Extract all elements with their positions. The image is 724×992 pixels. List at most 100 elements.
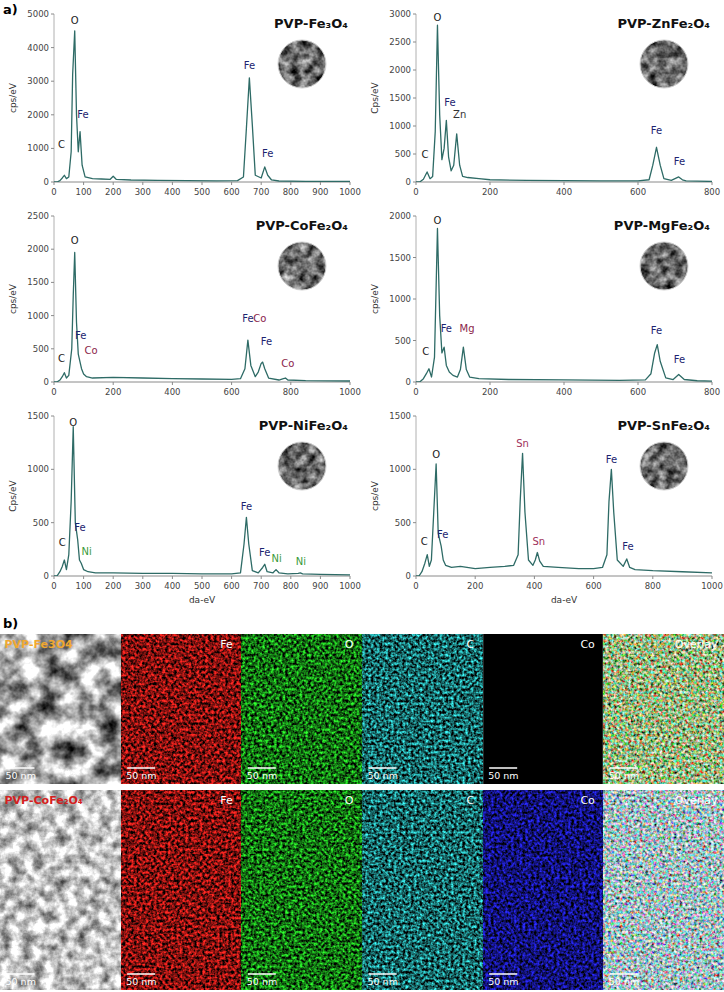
x-tick <box>231 182 232 185</box>
x-tick-label: 200 <box>482 187 498 197</box>
y-tick <box>51 81 54 82</box>
peak-label: Fe <box>622 541 633 552</box>
y-tick <box>51 522 54 523</box>
y-tick <box>51 216 54 217</box>
x-tick <box>261 182 262 185</box>
data-group <box>54 31 350 182</box>
y-tick <box>413 340 416 341</box>
map-background <box>483 634 603 784</box>
peak-label: Mg <box>460 323 475 334</box>
x-tick-label: 1000 <box>339 187 361 197</box>
peak-label: Ni <box>296 556 306 567</box>
x-tick <box>712 576 713 579</box>
x-tick <box>113 182 114 185</box>
peak-label: C <box>59 537 66 548</box>
chart-title: PVP-Fe₃O₄ <box>274 16 348 31</box>
x-tick <box>261 576 262 579</box>
peak-label: Fe <box>651 325 662 336</box>
peak-label: Fe <box>441 323 452 334</box>
x-tick-label: 600 <box>223 581 239 591</box>
x-tick <box>652 576 653 579</box>
sample-label: PVP-Fe3O4 <box>5 638 74 651</box>
overlay-layer <box>604 634 724 784</box>
element-map <box>121 790 241 990</box>
sem-inset <box>640 40 688 88</box>
haadf-image <box>1 790 121 990</box>
x-tick-label: 0 <box>413 581 418 591</box>
element-map <box>483 790 603 990</box>
y-tick-label: 1000 <box>27 464 49 474</box>
x-tick-label: 400 <box>164 581 180 591</box>
scale-bar <box>369 767 397 769</box>
x-axis-label: da-eV <box>189 595 216 605</box>
y-tick <box>413 98 416 99</box>
peak-label: Fe <box>262 148 273 159</box>
scale-bar <box>489 767 517 769</box>
x-tick-label: 400 <box>556 387 572 397</box>
scale-bar <box>248 973 276 975</box>
scale-bar <box>369 973 397 975</box>
x-tick-label: 500 <box>194 581 210 591</box>
peak-label: C <box>421 536 428 547</box>
x-tick-label: 100 <box>75 581 91 591</box>
element-map <box>363 790 483 990</box>
y-tick-label: 500 <box>395 336 411 346</box>
x-tick <box>534 576 535 579</box>
overlay-label: Overlay <box>675 794 718 807</box>
y-tick <box>51 576 54 577</box>
y-tick <box>413 216 416 217</box>
y-tick <box>51 47 54 48</box>
scale-bar-label: 50 nm <box>6 770 36 781</box>
x-tick <box>172 182 173 185</box>
peak-label: C <box>422 346 429 357</box>
sem-inset-border <box>640 442 688 490</box>
element-label: Fe <box>220 794 233 807</box>
y-tick-label: 1000 <box>389 464 411 474</box>
x-axis-label: da-eV <box>551 595 578 605</box>
y-tick <box>51 249 54 250</box>
sem-inset <box>278 242 326 290</box>
peak-label: Fe <box>241 501 252 512</box>
y-tick-label: 1000 <box>389 121 411 131</box>
element-label: O <box>345 794 354 807</box>
sem-inset-border <box>278 40 326 88</box>
y-tick-label: 2500 <box>389 37 411 47</box>
scale-bar-label: 50 nm <box>126 770 156 781</box>
y-tick <box>413 469 416 470</box>
x-tick <box>320 576 321 579</box>
sem-inset-border <box>278 442 326 490</box>
peak-label: Fe <box>261 336 272 347</box>
x-tick <box>142 576 143 579</box>
scale-bar <box>7 767 35 769</box>
peak-label: Co <box>253 313 266 324</box>
x-tick-label: 200 <box>467 581 483 591</box>
map-background <box>363 790 483 990</box>
panel-label: a) <box>3 2 18 17</box>
y-tick <box>413 576 416 577</box>
y-tick <box>413 70 416 71</box>
x-tick-label: 800 <box>704 187 720 197</box>
peak-label: O <box>71 235 79 246</box>
y-tick <box>51 14 54 15</box>
y-tick <box>413 154 416 155</box>
scale-bar-label: 50 nm <box>609 770 639 781</box>
y-tick-label: 3000 <box>27 76 49 86</box>
y-axis <box>54 216 55 382</box>
figure: a)b)010020030040050060070080090010000100… <box>0 0 724 992</box>
x-tick-label: 0 <box>51 581 56 591</box>
chart-title: PVP-MgFe₂O₄ <box>614 218 710 233</box>
scale-bar-label: 50 nm <box>488 976 518 987</box>
x-tick <box>350 576 351 579</box>
overlay-group <box>604 790 724 990</box>
y-tick-label: 2000 <box>27 244 49 254</box>
x-tick <box>564 182 565 185</box>
y-tick-label: 5000 <box>27 9 49 19</box>
scale-bar <box>7 973 35 975</box>
sample-label: PVP-CoFe₂O₄ <box>5 794 83 807</box>
scale-bar <box>127 767 155 769</box>
data-group <box>54 427 350 576</box>
y-tick-label: 0 <box>44 177 49 187</box>
sem-inset-border <box>640 40 688 88</box>
peak-label: Co <box>281 358 294 369</box>
sem-inset <box>278 40 326 88</box>
